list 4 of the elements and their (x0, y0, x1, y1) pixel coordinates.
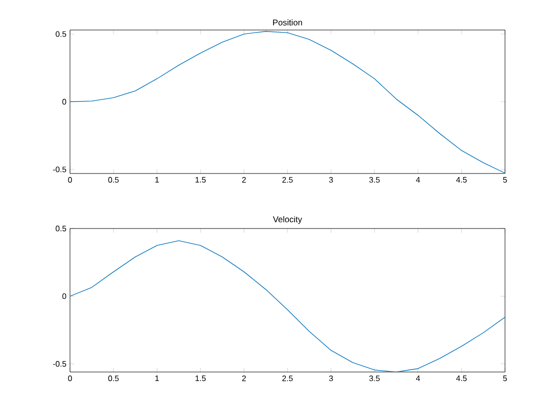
chart-title: Position (273, 19, 302, 26)
line-series (70, 240, 506, 372)
line-series (70, 31, 506, 174)
chart-title: Velocity (272, 216, 302, 224)
